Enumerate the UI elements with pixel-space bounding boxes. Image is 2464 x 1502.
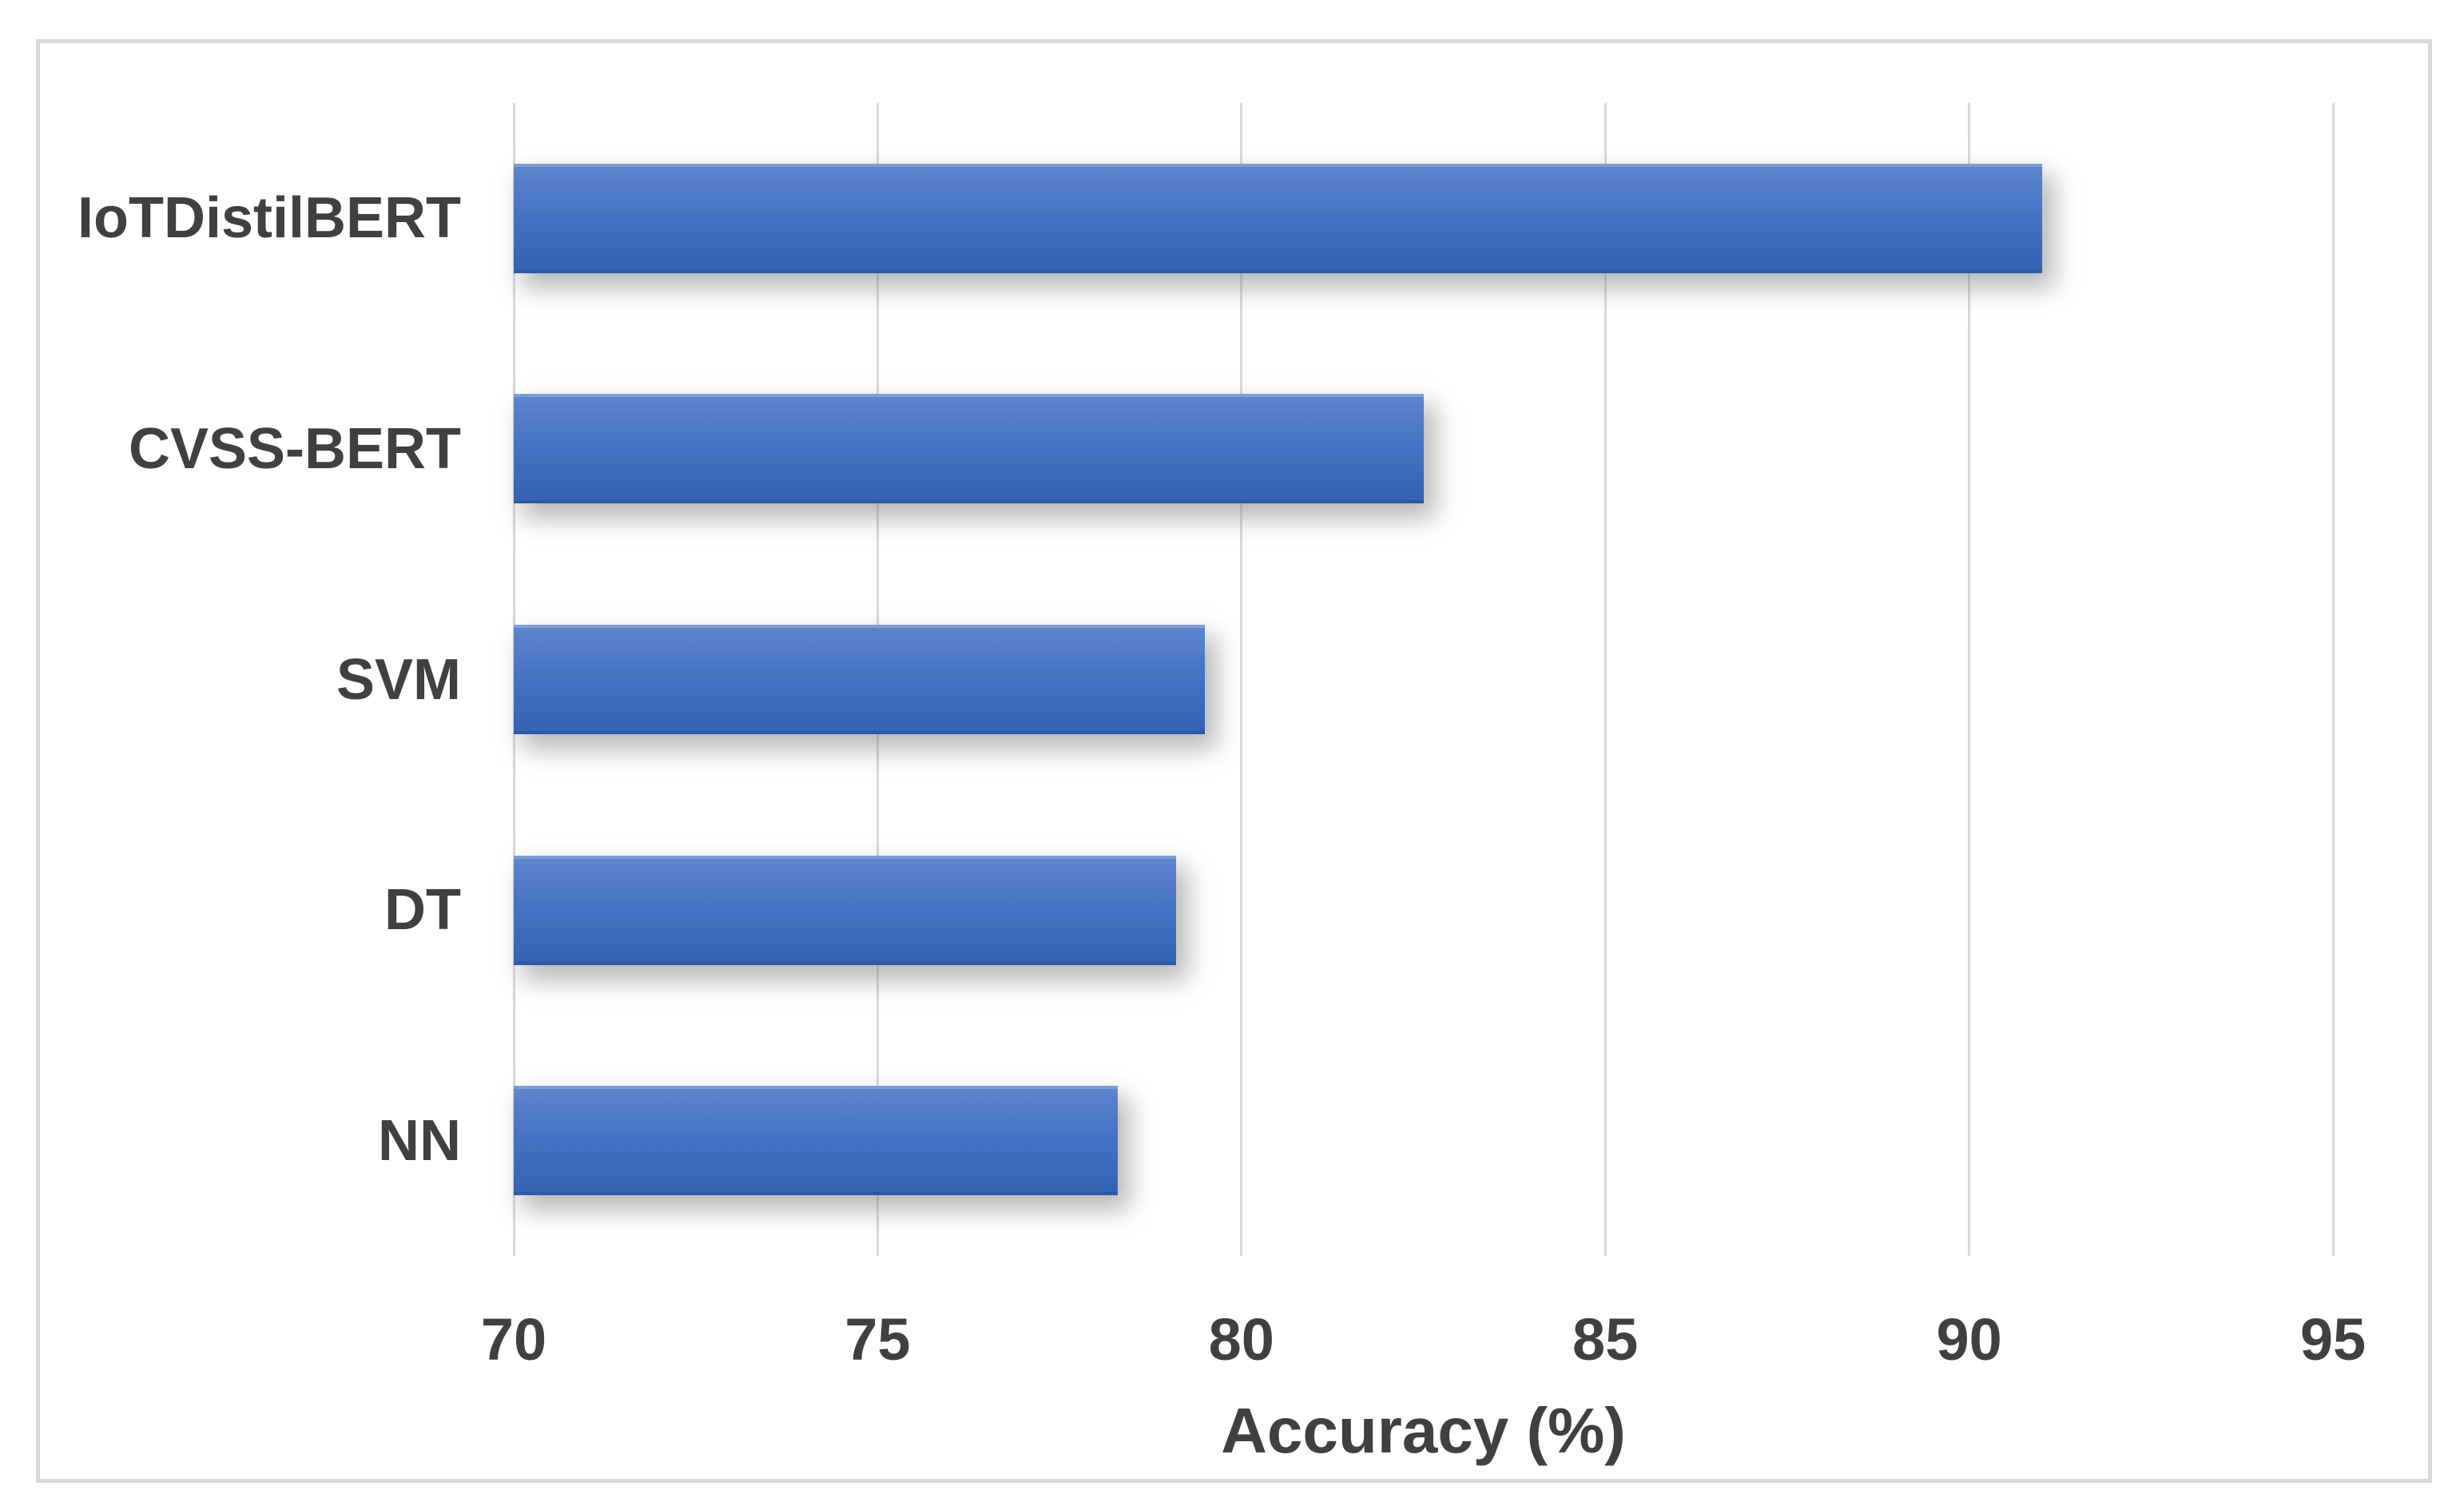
x-tick-label-80: 80 xyxy=(1208,1306,1274,1373)
category-label-nn: NN xyxy=(378,1108,461,1173)
x-tick-label-75: 75 xyxy=(845,1306,911,1373)
gridline-80 xyxy=(1240,103,1243,1256)
bar-cvss-bert xyxy=(514,394,1424,504)
value-axis-tick-labels: 70 75 80 85 90 95 xyxy=(481,1296,2366,1384)
plot-area xyxy=(512,103,2335,1256)
x-tick-label-95: 95 xyxy=(2299,1306,2367,1373)
category-label-svm: SVM xyxy=(336,647,461,712)
x-tick-label-85: 85 xyxy=(1572,1306,1639,1373)
x-tick-label-90: 90 xyxy=(1936,1306,2002,1373)
x-axis-title-row: Accuracy (%) xyxy=(514,1389,2333,1476)
bar-dt xyxy=(514,855,1176,965)
bar-nn xyxy=(514,1086,1118,1196)
chart-frame xyxy=(36,39,2432,1483)
gridline-95 xyxy=(2331,103,2335,1256)
gridline-85 xyxy=(1604,103,1607,1256)
bar-iotdistilbert xyxy=(514,163,2042,273)
bar-svm xyxy=(514,625,1206,734)
x-axis-title: Accuracy (%) xyxy=(1221,1395,1626,1466)
category-axis-labels: IoTDistilBERT CVSS-BERT SVM DT NN xyxy=(72,103,461,1256)
category-label-cvss-bert: CVSS-BERT xyxy=(128,416,461,481)
x-tick-label-70: 70 xyxy=(480,1306,547,1373)
gridline-90 xyxy=(1968,103,1971,1256)
category-label-iotdistilbert: IoTDistilBERT xyxy=(77,186,461,251)
category-label-dt: DT xyxy=(384,878,461,943)
